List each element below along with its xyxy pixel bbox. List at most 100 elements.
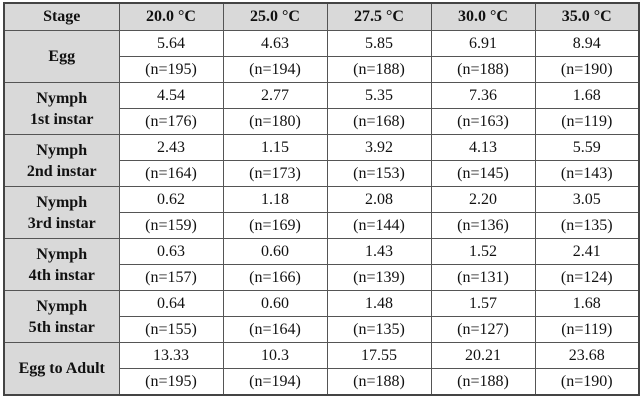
value-row: Nymph 2nd instar 2.43 1.15 3.92 4.13 5.59 <box>3 134 640 187</box>
table-body: Egg 5.64 4.63 5.85 6.91 8.94 (n=195) (n=194) (n=… <box>3 30 640 396</box>
count-row: (n=159) (n=169) (n=144) (n=136) (n=135) <box>4 212 640 239</box>
value-row: Nymph 1st instar 4.54 2.77 5.35 7.36 1.68 <box>3 82 640 135</box>
count-cell: (n=135) <box>326 316 432 343</box>
count-cell: (n=144) <box>326 212 432 239</box>
count-cell: (n=190) <box>534 368 640 396</box>
value-cell: 8.94 <box>534 30 640 57</box>
count-cell: (n=159) <box>118 212 224 239</box>
value-cell: 4.54 <box>118 82 224 109</box>
count-cell: (n=169) <box>222 212 328 239</box>
count-cell: (n=124) <box>534 264 640 291</box>
stage-label: 5th instar <box>28 318 95 336</box>
count-cell: (n=155) <box>118 316 224 343</box>
stage-label: Nymph <box>36 245 88 263</box>
count-cell: (n=166) <box>222 264 328 291</box>
count-cell: (n=145) <box>430 160 536 187</box>
count-cell: (n=176) <box>118 108 224 135</box>
count-cell: (n=119) <box>534 316 640 343</box>
header-cell: 20.0 °C <box>118 2 224 31</box>
stage-cell: Egg <box>3 30 120 83</box>
value-cell: 23.68 <box>534 342 640 369</box>
count-cell: (n=188) <box>326 56 432 83</box>
value-row: Nymph 5th instar 0.64 0.60 1.48 1.57 1.68 <box>3 290 640 343</box>
value-cell: 4.63 <box>222 30 328 57</box>
count-row: (n=157) (n=166) (n=139) (n=131) (n=124) <box>4 264 640 291</box>
value-cell: 20.21 <box>430 342 536 369</box>
count-cell: (n=173) <box>222 160 328 187</box>
value-row: Nymph 4th instar 0.63 0.60 1.43 1.52 2.41 <box>3 238 640 291</box>
value-cell: 0.64 <box>118 290 224 317</box>
stage-label: Nymph <box>36 297 88 315</box>
count-cell: (n=194) <box>222 56 328 83</box>
header-row: Stage 20.0 °C 25.0 °C 27.5 °C 30.0 °C 35.0 °C <box>3 2 640 31</box>
value-cell: 0.60 <box>222 290 328 317</box>
value-cell: 5.59 <box>534 134 640 161</box>
value-row: Egg 5.64 4.63 5.85 6.91 8.94 <box>3 30 640 83</box>
stage-label: Nymph <box>36 141 88 159</box>
count-cell: (n=188) <box>430 56 536 83</box>
stage-cell: Nymph 4th instar <box>3 238 120 291</box>
count-cell: (n=188) <box>430 368 536 396</box>
stage-label: 2nd instar <box>26 162 97 180</box>
header-cell: 35.0 °C <box>534 2 640 31</box>
value-cell: 1.43 <box>326 238 432 265</box>
stage-label: Egg <box>48 48 76 65</box>
count-cell: (n=195) <box>118 56 224 83</box>
value-cell: 2.41 <box>534 238 640 265</box>
stage-label: 1st instar <box>29 110 94 128</box>
count-row: (n=164) (n=173) (n=153) (n=145) (n=143) <box>4 160 640 187</box>
stage-cell: Nymph 3rd instar <box>3 186 120 239</box>
count-cell: (n=194) <box>222 368 328 396</box>
value-cell: 2.43 <box>118 134 224 161</box>
count-cell: (n=136) <box>430 212 536 239</box>
count-cell: (n=127) <box>430 316 536 343</box>
value-cell: 2.20 <box>430 186 536 213</box>
value-cell: 5.35 <box>326 82 432 109</box>
value-cell: 1.15 <box>222 134 328 161</box>
stage-label: Nymph <box>36 89 88 107</box>
value-cell: 17.55 <box>326 342 432 369</box>
header-cell: 27.5 °C <box>326 2 432 31</box>
value-cell: 0.62 <box>118 186 224 213</box>
header-cell: 25.0 °C <box>222 2 328 31</box>
value-row: Nymph 3rd instar 0.62 1.18 2.08 2.20 3.05 <box>3 186 640 239</box>
count-cell: (n=164) <box>118 160 224 187</box>
count-cell: (n=135) <box>534 212 640 239</box>
count-row: (n=155) (n=164) (n=135) (n=127) (n=119) <box>4 316 640 343</box>
stage-cell: Egg to Adult <box>3 342 120 396</box>
count-cell: (n=153) <box>326 160 432 187</box>
stage-label: 4th instar <box>28 266 95 284</box>
value-cell: 0.60 <box>222 238 328 265</box>
count-cell: (n=195) <box>118 368 224 396</box>
value-cell: 3.05 <box>534 186 640 213</box>
value-row: Egg to Adult 13.33 10.3 17.55 20.21 23.68 <box>3 342 640 396</box>
value-cell: 1.57 <box>430 290 536 317</box>
count-cell: (n=139) <box>326 264 432 291</box>
count-cell: (n=131) <box>430 264 536 291</box>
header-cell: 30.0 °C <box>430 2 536 31</box>
stage-label: Egg to Adult <box>18 360 105 377</box>
value-cell: 1.52 <box>430 238 536 265</box>
value-cell: 10.3 <box>222 342 328 369</box>
value-cell: 1.18 <box>222 186 328 213</box>
count-cell: (n=190) <box>534 56 640 83</box>
count-cell: (n=180) <box>222 108 328 135</box>
count-row: (n=195) (n=194) (n=188) (n=188) (n=190) <box>4 56 640 83</box>
count-cell: (n=188) <box>326 368 432 396</box>
value-cell: 7.36 <box>430 82 536 109</box>
count-cell: (n=168) <box>326 108 432 135</box>
stage-cell: Nymph 1st instar <box>3 82 120 135</box>
value-cell: 5.64 <box>118 30 224 57</box>
count-row: (n=195) (n=194) (n=188) (n=188) (n=190) <box>4 368 640 396</box>
stage-label: 3rd instar <box>27 214 96 232</box>
data-table: Stage 20.0 °C 25.0 °C 27.5 °C 30.0 °C 35.0 °C… <box>3 2 640 396</box>
value-cell: 1.48 <box>326 290 432 317</box>
value-cell: 1.68 <box>534 290 640 317</box>
count-row: (n=176) (n=180) (n=168) (n=163) (n=119) <box>4 108 640 135</box>
value-cell: 4.13 <box>430 134 536 161</box>
value-cell: 2.08 <box>326 186 432 213</box>
stage-label: Nymph <box>36 193 88 211</box>
header-cell: Stage <box>3 2 120 31</box>
count-cell: (n=119) <box>534 108 640 135</box>
